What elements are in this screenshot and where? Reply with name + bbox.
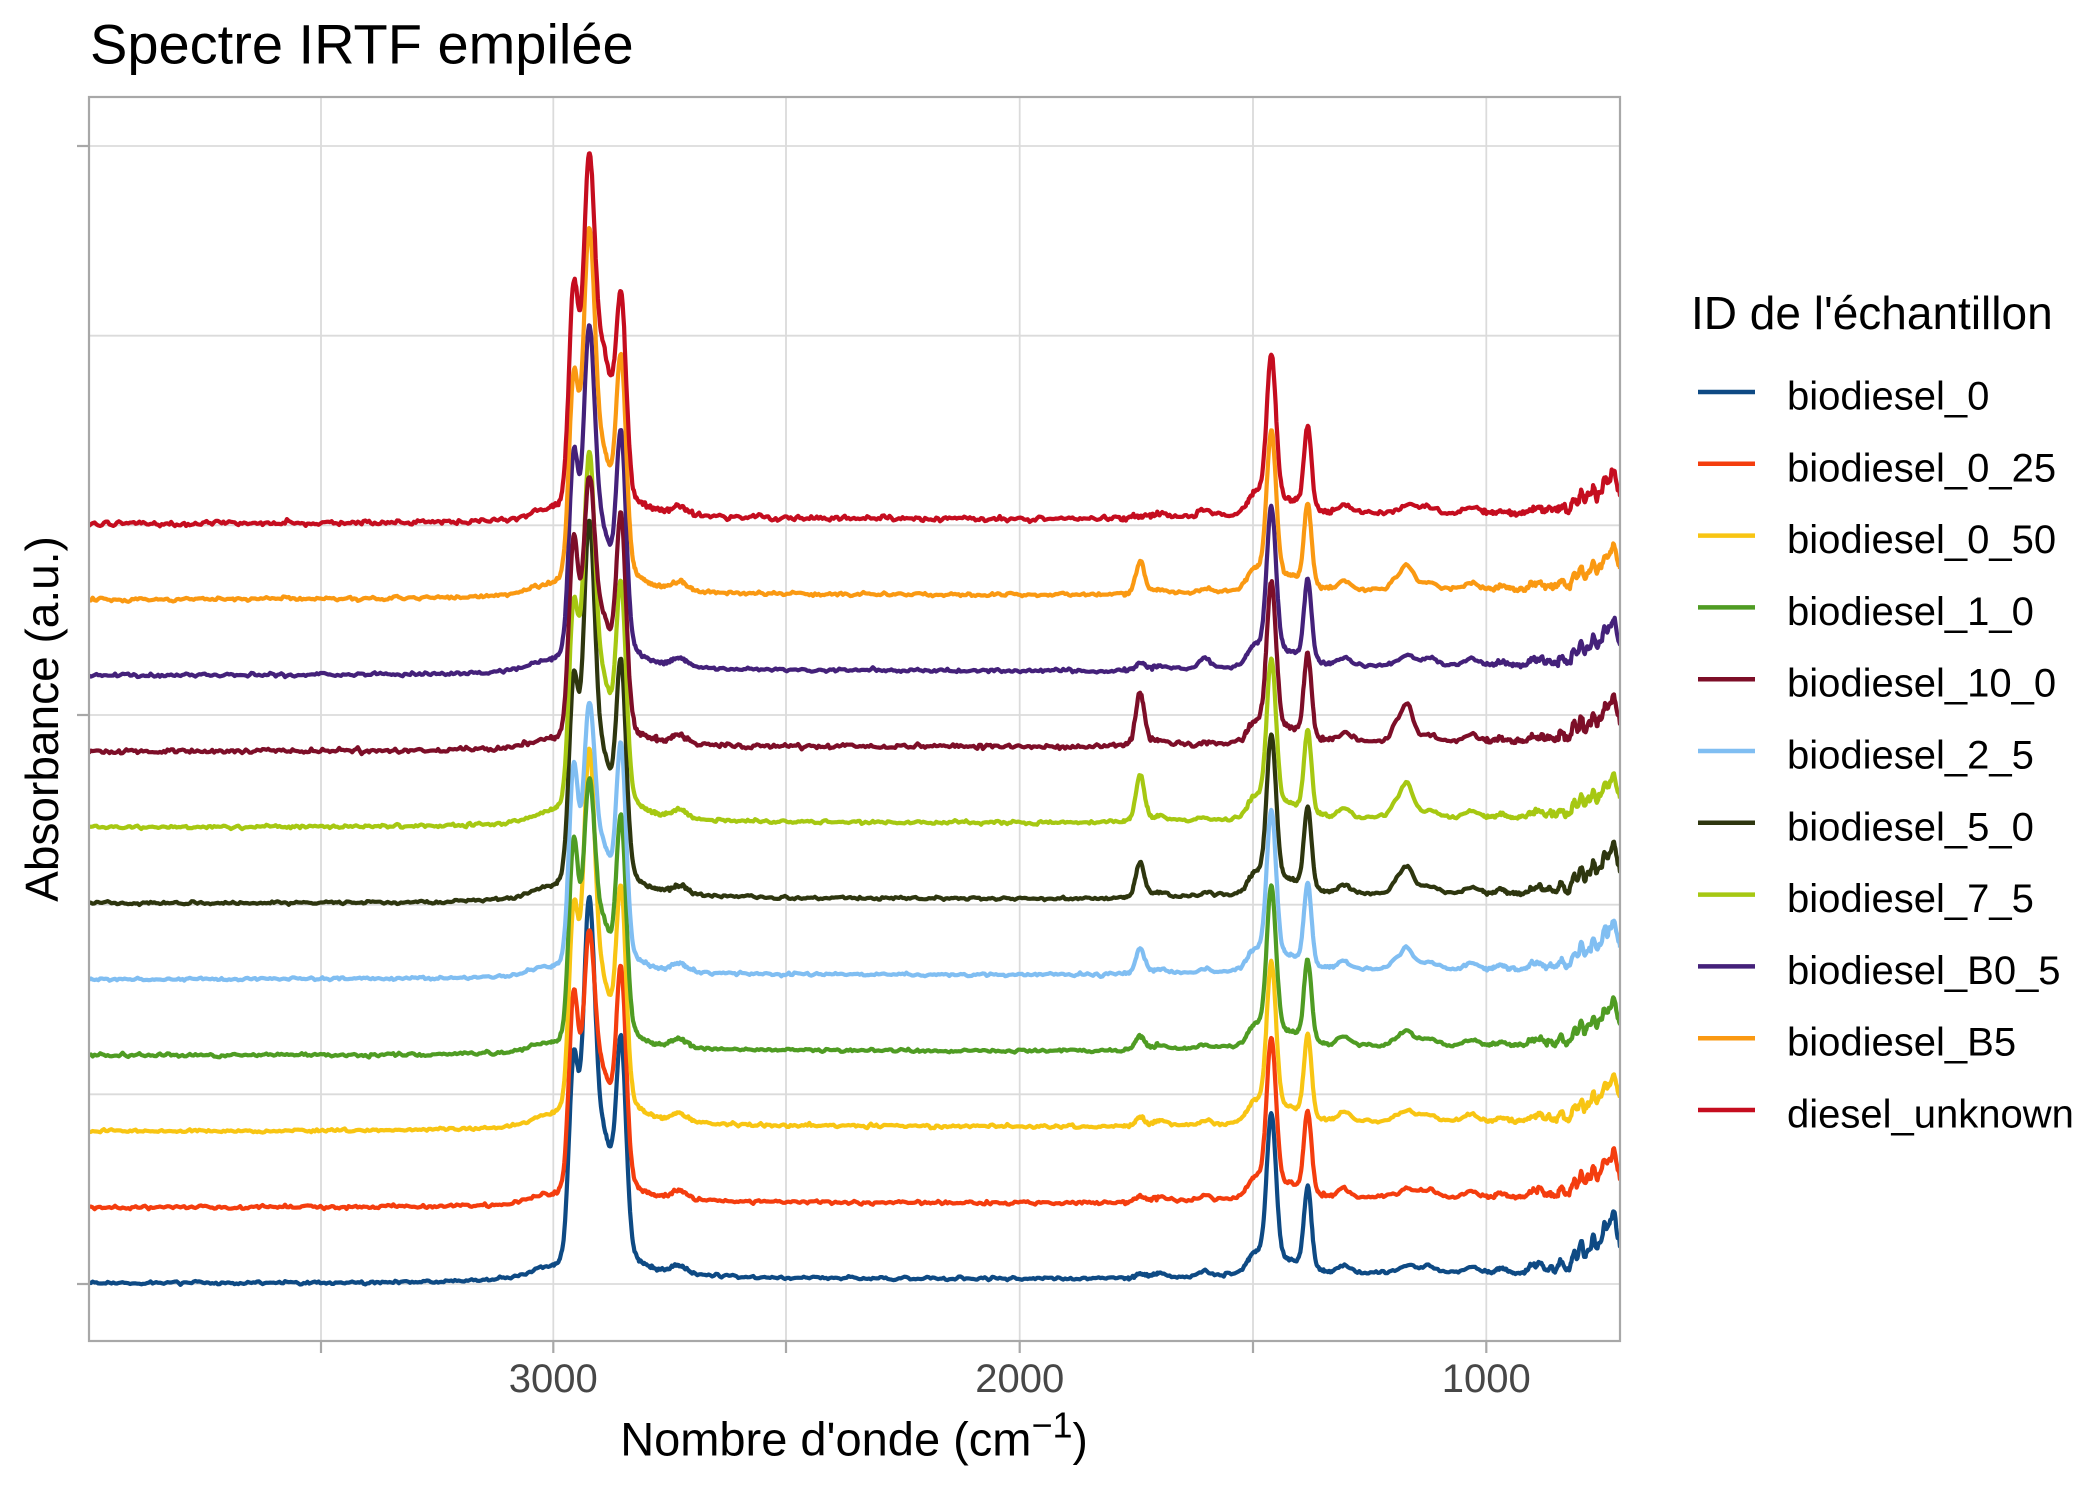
svg-text:biodiesel_10_0: biodiesel_10_0: [1787, 662, 2056, 706]
svg-text:2000: 2000: [975, 1357, 1064, 1401]
svg-text:Spectre IRTF empilée: Spectre IRTF empilée: [90, 13, 634, 76]
svg-text:Absorbance (a.u.): Absorbance (a.u.): [16, 536, 68, 902]
svg-text:biodiesel_1_0: biodiesel_1_0: [1787, 590, 2034, 634]
svg-text:biodiesel_0_50: biodiesel_0_50: [1787, 518, 2056, 562]
svg-text:diesel_unknown: diesel_unknown: [1787, 1093, 2074, 1137]
svg-text:biodiesel_5_0: biodiesel_5_0: [1787, 805, 2034, 849]
svg-text:Nombre d'onde (cm−1): Nombre d'onde (cm−1): [620, 1405, 1088, 1466]
svg-text:1000: 1000: [1442, 1357, 1531, 1401]
svg-text:biodiesel_7_5: biodiesel_7_5: [1787, 877, 2034, 921]
svg-text:biodiesel_2_5: biodiesel_2_5: [1787, 734, 2034, 778]
svg-text:biodiesel_B0_5: biodiesel_B0_5: [1787, 949, 2061, 993]
svg-text:biodiesel_0: biodiesel_0: [1787, 375, 1989, 419]
svg-text:ID de l'échantillon: ID de l'échantillon: [1691, 287, 2053, 339]
svg-text:biodiesel_B5: biodiesel_B5: [1787, 1021, 2016, 1065]
svg-text:biodiesel_0_25: biodiesel_0_25: [1787, 446, 2056, 490]
svg-text:3000: 3000: [509, 1357, 598, 1401]
